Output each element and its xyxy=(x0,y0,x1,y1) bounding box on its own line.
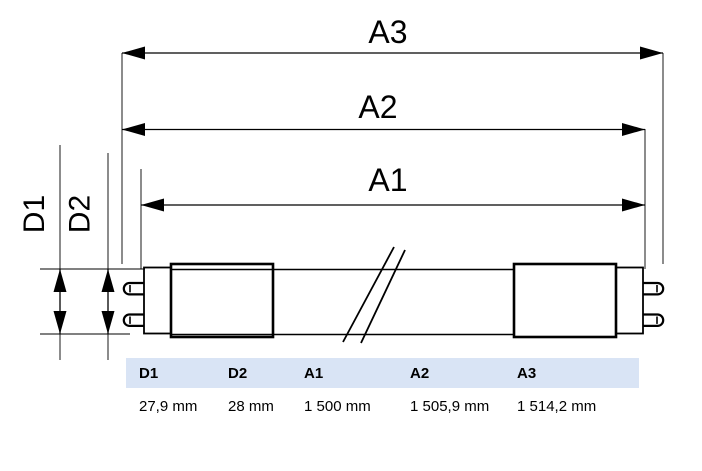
svg-text:27,9 mm: 27,9 mm xyxy=(139,398,197,415)
svg-text:D2: D2 xyxy=(64,195,97,233)
svg-text:A1: A1 xyxy=(368,162,407,198)
svg-text:D1: D1 xyxy=(139,365,158,382)
svg-text:1 514,2 mm: 1 514,2 mm xyxy=(517,398,596,415)
svg-text:1 505,9 mm: 1 505,9 mm xyxy=(410,398,489,415)
svg-text:D2: D2 xyxy=(228,365,247,382)
svg-text:A2: A2 xyxy=(410,365,429,382)
svg-text:A3: A3 xyxy=(368,14,407,50)
svg-text:28 mm: 28 mm xyxy=(228,398,274,415)
svg-text:1 500 mm: 1 500 mm xyxy=(304,398,371,415)
svg-text:D1: D1 xyxy=(18,195,51,233)
svg-text:A3: A3 xyxy=(517,365,536,382)
svg-text:A1: A1 xyxy=(304,365,323,382)
svg-text:A2: A2 xyxy=(358,89,397,125)
